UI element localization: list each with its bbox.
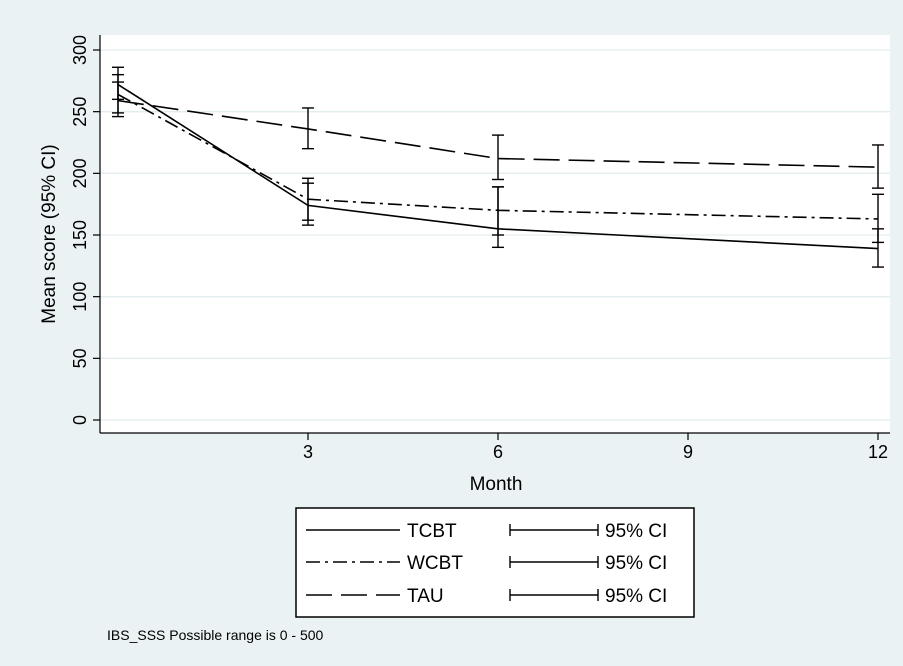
y-tick-label: 150 (70, 220, 90, 250)
series-layer (117, 83, 879, 250)
x-tick-label: 12 (868, 442, 888, 462)
y-tick-label: 200 (70, 158, 90, 188)
series-line-wcbt (117, 93, 879, 220)
legend-label-tcbt: TCBT (407, 521, 457, 542)
plot-area (100, 35, 890, 433)
x-tick-label: 6 (493, 442, 503, 462)
ci-bar-tau (302, 107, 314, 150)
ticks-layer: 0 50 100 150 200 250 300 3 6 9 12 (70, 35, 888, 462)
grid-layer (100, 49, 890, 421)
legend: TCBT 95% CI WCBT 95% CI TAU 95% CI (295, 507, 695, 618)
ci-bar-wcbt (302, 177, 314, 221)
legend-ci-label: 95% CI (605, 553, 667, 574)
y-axis-label: Mean score (95% CI) (39, 144, 60, 324)
ci-bar-tau (112, 81, 124, 114)
legend-ci-label: 95% CI (605, 586, 667, 607)
ci-bar-wcbt (492, 186, 504, 236)
series-line-tau (117, 99, 879, 168)
series-line-tcbt (117, 83, 879, 250)
ci-layer (112, 66, 884, 268)
chart-note: IBS_SSS Possible range is 0 - 500 (107, 627, 324, 643)
y-tick-label: 100 (70, 282, 90, 312)
x-tick-label: 3 (303, 442, 313, 462)
legend-ci-label: 95% CI (605, 521, 667, 542)
legend-label-wcbt: WCBT (407, 553, 463, 574)
x-tick-label: 9 (683, 442, 693, 462)
ci-bar-tau (492, 134, 504, 181)
legend-label-tau: TAU (407, 586, 444, 607)
y-tick-label: 0 (70, 415, 90, 425)
ci-bar-tau (872, 144, 884, 189)
y-tick-label: 300 (70, 35, 90, 65)
legend-ci-sample (509, 589, 599, 601)
x-axis-label: Month (470, 474, 523, 495)
y-tick-label: 50 (70, 348, 90, 368)
y-tick-label: 250 (70, 97, 90, 127)
axis-layer (99, 35, 890, 434)
ci-bar-wcbt (872, 193, 884, 244)
legend-ci-sample (509, 556, 599, 568)
legend-ci-sample (509, 524, 599, 536)
